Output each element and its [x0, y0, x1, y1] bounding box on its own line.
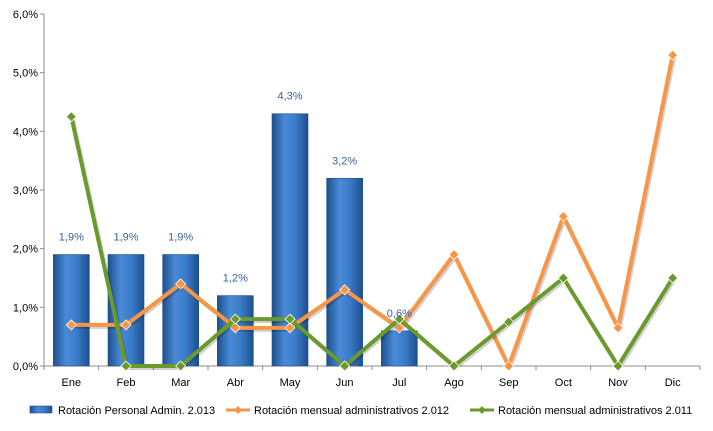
x-tick-label: Jun	[336, 377, 354, 389]
bar-data-label: 0,6%	[387, 308, 412, 320]
y-tick-label: 2,0%	[13, 244, 38, 256]
x-tick-label: Dic	[665, 377, 681, 389]
line-point-marker	[503, 360, 515, 372]
legend: Rotación Personal Admin. 2.013 Rotación m…	[29, 405, 692, 417]
legend-swatch-marker	[478, 406, 486, 414]
line-point-marker	[557, 272, 569, 284]
legend-label: Rotación Personal Admin. 2.013	[58, 405, 215, 417]
line-point-marker	[448, 248, 460, 261]
bar-data-label: 1,9%	[59, 232, 84, 244]
line-point-marker	[557, 210, 569, 222]
x-tick-label: Ago	[444, 377, 464, 389]
bar-data-label: 4,3%	[277, 91, 302, 103]
line-point-marker	[612, 322, 624, 334]
line-point-marker	[120, 319, 132, 331]
bar-data-label: 1,2%	[223, 273, 248, 285]
x-tick-label: Jul	[392, 377, 406, 389]
legend-swatch-marker	[234, 406, 242, 414]
line-point-marker	[229, 313, 241, 325]
bar	[53, 254, 90, 367]
bar	[326, 177, 363, 367]
bar-data-label: 1,9%	[168, 232, 193, 244]
bar-data-label: 1,9%	[113, 232, 138, 244]
y-tick-label: 4,0%	[13, 126, 38, 138]
y-tick-label: 0,0%	[13, 361, 38, 373]
line-point-marker	[65, 319, 77, 331]
y-tick-label: 5,0%	[13, 68, 38, 80]
x-tick-label: Sep	[499, 377, 519, 389]
x-tick-label: Mar	[171, 377, 190, 389]
line-point-marker	[284, 313, 296, 325]
line-point-marker	[175, 278, 187, 290]
series-line	[69, 116, 675, 368]
line-point-marker	[612, 360, 624, 372]
axes: 0,0% 1,0% 2,0% 3,0% 4,0% 5,0% 6,0% Ene Feb Mar Abr…	[13, 9, 701, 389]
line-point-marker	[65, 111, 77, 123]
line-point-marker	[393, 313, 405, 325]
line-point-marker	[120, 360, 132, 372]
bar-data-label: 3,2%	[332, 155, 357, 167]
x-tick-label: Oct	[555, 377, 572, 389]
x-tick-label: Ene	[62, 377, 82, 389]
line-series	[65, 49, 679, 372]
line-point-marker	[503, 316, 515, 328]
line-point-marker	[339, 284, 351, 296]
x-tick-label: Nov	[608, 377, 628, 389]
legend-swatch-bar	[29, 405, 53, 414]
data-labels: 1,9% 1,9% 1,9% 1,2% 4,3% 3,2% 0,6%	[59, 91, 412, 320]
x-tick-label: Feb	[117, 377, 136, 389]
line-point-marker	[284, 322, 296, 334]
bar	[162, 254, 199, 367]
line-point-marker	[667, 49, 679, 61]
y-tick-label: 6,0%	[13, 9, 38, 21]
y-tick-label: 1,0%	[13, 302, 38, 314]
series-line	[71, 54, 675, 368]
line-point-marker	[393, 322, 405, 334]
line-point-marker	[448, 360, 460, 372]
bar	[381, 330, 418, 367]
x-tick-label: Abr	[227, 377, 244, 389]
line-point-marker	[229, 322, 241, 334]
line-point-marker	[175, 360, 187, 372]
y-tick-label: 3,0%	[13, 185, 38, 197]
line-point-marker	[667, 272, 679, 284]
legend-label: Rotación mensual administrativos 2.012	[254, 405, 449, 417]
x-tick-label: May	[280, 377, 301, 389]
legend-label: Rotación mensual administrativos 2.011	[498, 405, 692, 417]
line-point-marker	[339, 360, 351, 372]
